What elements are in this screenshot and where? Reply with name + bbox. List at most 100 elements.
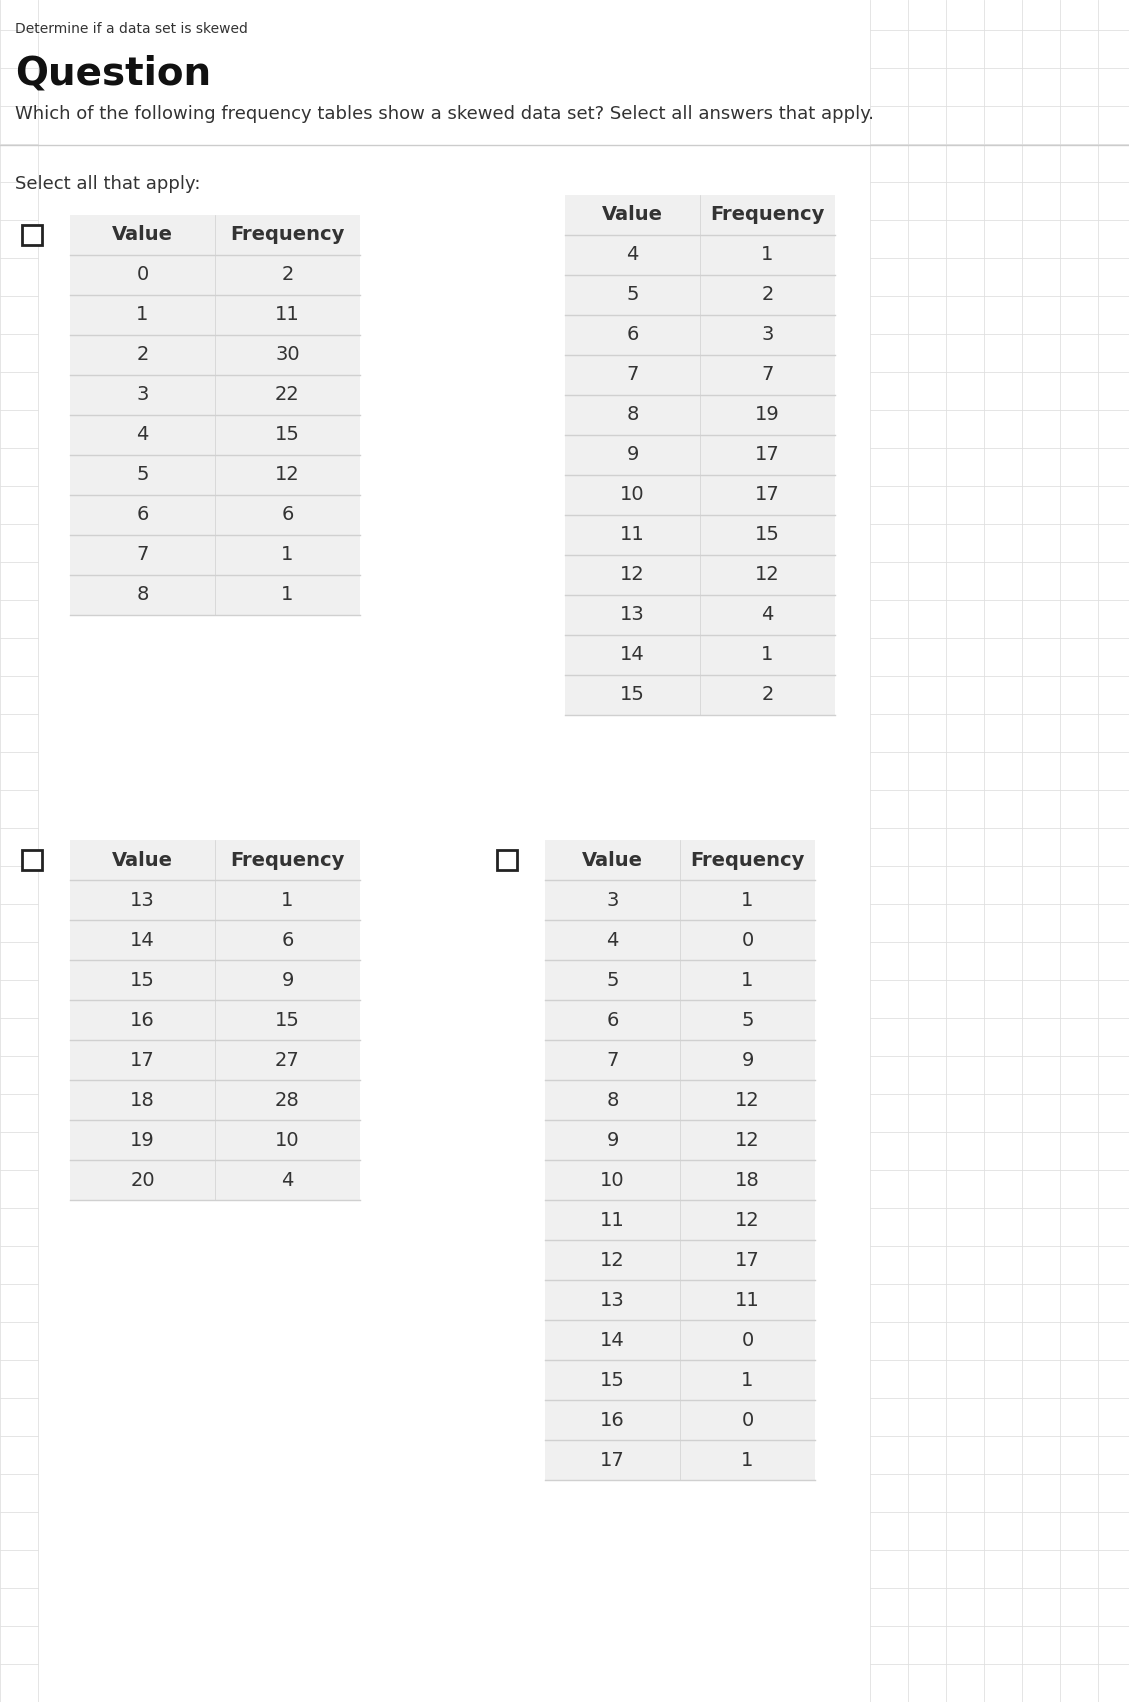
- Text: 8: 8: [606, 1091, 619, 1110]
- Text: 6: 6: [281, 931, 294, 950]
- Text: 4: 4: [606, 931, 619, 950]
- Text: 17: 17: [755, 446, 780, 465]
- Text: 15: 15: [620, 686, 645, 705]
- Text: 4: 4: [281, 1171, 294, 1190]
- Bar: [545, 841, 815, 1481]
- Bar: [70, 841, 360, 1200]
- Text: 18: 18: [735, 1171, 760, 1190]
- Text: 12: 12: [620, 565, 645, 584]
- Text: 1: 1: [761, 645, 773, 664]
- Text: Value: Value: [112, 225, 173, 245]
- Text: Value: Value: [583, 851, 644, 870]
- Text: Value: Value: [602, 206, 663, 225]
- Text: 14: 14: [601, 1331, 624, 1350]
- Text: 13: 13: [130, 890, 155, 909]
- Text: 28: 28: [275, 1091, 300, 1110]
- Text: 17: 17: [601, 1450, 624, 1469]
- Text: 11: 11: [275, 305, 300, 325]
- Text: 2: 2: [281, 266, 294, 284]
- Text: 1: 1: [281, 890, 294, 909]
- Text: 4: 4: [627, 245, 639, 264]
- Text: 22: 22: [275, 385, 300, 405]
- Text: 16: 16: [601, 1411, 624, 1430]
- Text: 1: 1: [742, 1370, 754, 1389]
- Text: 11: 11: [601, 1210, 624, 1229]
- Text: 30: 30: [275, 346, 300, 364]
- Text: 13: 13: [601, 1290, 624, 1309]
- Text: 12: 12: [755, 565, 780, 584]
- Text: 1: 1: [137, 305, 149, 325]
- Text: 6: 6: [137, 505, 149, 524]
- Text: 1: 1: [761, 245, 773, 264]
- Text: 8: 8: [137, 585, 149, 604]
- Text: 9: 9: [742, 1050, 754, 1069]
- Text: 15: 15: [275, 1011, 300, 1030]
- Text: 1: 1: [742, 890, 754, 909]
- Text: 7: 7: [137, 546, 149, 565]
- Text: 12: 12: [735, 1130, 760, 1149]
- Text: 3: 3: [761, 325, 773, 344]
- Text: 18: 18: [130, 1091, 155, 1110]
- Text: 20: 20: [130, 1171, 155, 1190]
- Text: 12: 12: [735, 1091, 760, 1110]
- Text: 15: 15: [130, 970, 155, 989]
- Bar: [564, 196, 835, 715]
- Text: 8: 8: [627, 405, 639, 424]
- Bar: [70, 214, 360, 614]
- Text: 6: 6: [606, 1011, 619, 1030]
- Text: Question: Question: [15, 54, 211, 94]
- Text: 10: 10: [275, 1130, 300, 1149]
- Text: Value: Value: [112, 851, 173, 870]
- Text: 1: 1: [742, 970, 754, 989]
- Text: 19: 19: [130, 1130, 155, 1149]
- Text: 11: 11: [735, 1290, 760, 1309]
- Text: Select all that apply:: Select all that apply:: [15, 175, 201, 192]
- Text: 7: 7: [627, 366, 639, 385]
- Text: Determine if a data set is skewed: Determine if a data set is skewed: [15, 22, 248, 36]
- Bar: [21, 225, 42, 245]
- Text: 14: 14: [130, 931, 155, 950]
- Text: 2: 2: [137, 346, 149, 364]
- Text: 0: 0: [137, 266, 149, 284]
- Text: 0: 0: [742, 1411, 754, 1430]
- Text: 7: 7: [606, 1050, 619, 1069]
- Text: 12: 12: [601, 1251, 624, 1270]
- Text: 0: 0: [742, 931, 754, 950]
- Text: 4: 4: [761, 606, 773, 625]
- Text: 10: 10: [601, 1171, 624, 1190]
- Text: 6: 6: [281, 505, 294, 524]
- Text: 6: 6: [627, 325, 639, 344]
- Text: Frequency: Frequency: [230, 225, 344, 245]
- Text: 3: 3: [137, 385, 149, 405]
- Text: 16: 16: [130, 1011, 155, 1030]
- Text: 9: 9: [281, 970, 294, 989]
- Text: 15: 15: [599, 1370, 625, 1389]
- Text: 3: 3: [606, 890, 619, 909]
- Text: 9: 9: [627, 446, 639, 465]
- Text: 11: 11: [620, 526, 645, 545]
- Text: 1: 1: [281, 585, 294, 604]
- Text: 2: 2: [761, 286, 773, 305]
- Text: 12: 12: [735, 1210, 760, 1229]
- Text: 17: 17: [130, 1050, 155, 1069]
- Text: 19: 19: [755, 405, 780, 424]
- Text: 17: 17: [755, 485, 780, 504]
- Text: 15: 15: [755, 526, 780, 545]
- Text: 1: 1: [742, 1450, 754, 1469]
- Bar: [21, 849, 42, 870]
- Text: 5: 5: [137, 466, 149, 485]
- Text: 5: 5: [606, 970, 619, 989]
- Text: 5: 5: [627, 286, 639, 305]
- Text: 17: 17: [735, 1251, 760, 1270]
- Text: 9: 9: [606, 1130, 619, 1149]
- Text: 1: 1: [281, 546, 294, 565]
- Text: 15: 15: [275, 426, 300, 444]
- Text: 7: 7: [761, 366, 773, 385]
- Text: 14: 14: [620, 645, 645, 664]
- Text: 12: 12: [275, 466, 300, 485]
- Text: 27: 27: [275, 1050, 300, 1069]
- Text: Frequency: Frequency: [710, 206, 824, 225]
- Text: 10: 10: [620, 485, 645, 504]
- Text: Frequency: Frequency: [230, 851, 344, 870]
- Text: 2: 2: [761, 686, 773, 705]
